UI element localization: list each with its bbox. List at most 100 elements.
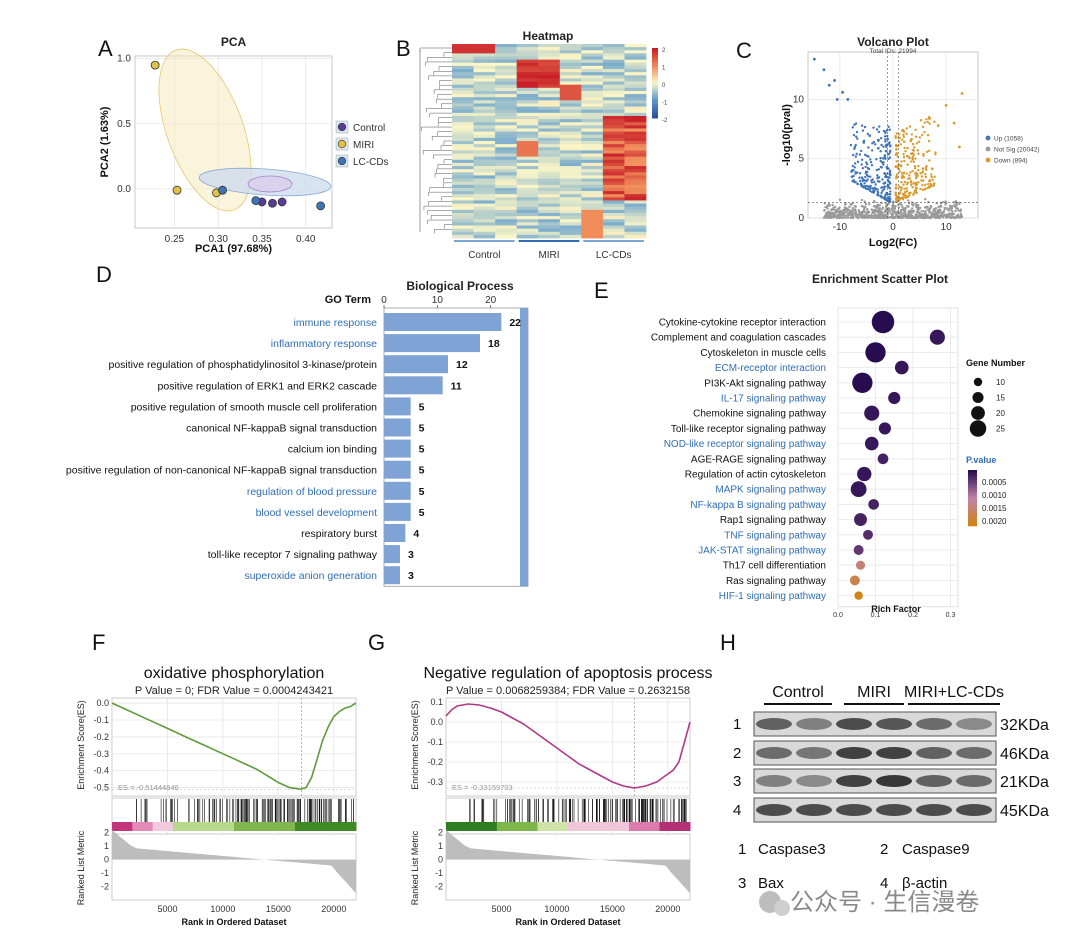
heatmap-cell — [473, 53, 496, 57]
y2-tick-label: -2 — [435, 882, 443, 892]
heatmap-cell — [473, 106, 496, 111]
heatmap-cell — [581, 181, 604, 186]
heatmap-cell — [602, 47, 625, 51]
category-label: calcium ion binding — [288, 444, 377, 456]
volcano-point-down — [908, 177, 912, 180]
pathway-label: ECM-receptor interaction — [715, 363, 826, 374]
volcano-point-notsig — [955, 202, 958, 205]
volcano-point-notsig — [924, 210, 927, 213]
color-legend-label: 0.0020 — [982, 517, 1007, 526]
volcano-point-notsig — [916, 215, 920, 218]
volcano-point-down — [895, 173, 899, 176]
key-name: Bax — [758, 875, 784, 892]
heatmap-cell — [516, 222, 539, 226]
legend-label: Up (1058) — [994, 136, 1023, 143]
heatmap-cell — [538, 178, 561, 183]
volcano-point-up — [864, 175, 867, 179]
volcano-point-notsig — [860, 204, 863, 208]
y-tick-label: 0.0 — [430, 717, 443, 727]
protein-band — [756, 718, 792, 730]
volcano-point-notsig — [951, 209, 954, 213]
heatmap-cell — [516, 59, 539, 64]
enrichment-point — [865, 342, 886, 363]
heatmap-cell — [581, 178, 604, 183]
volcano-point-notsig — [959, 208, 963, 211]
dendrogram-branch — [440, 103, 452, 108]
protein-band — [876, 747, 912, 759]
rank-color-band — [152, 822, 164, 831]
key-number: 4 — [880, 875, 888, 892]
heatmap-cell — [581, 69, 604, 73]
legend-label: MIRI — [353, 140, 374, 151]
volcano-point-down — [906, 146, 909, 150]
heatmap-cell — [452, 228, 474, 233]
control-ellipse — [247, 175, 293, 193]
heatmap-cell — [581, 134, 604, 139]
volcano-point-down — [900, 172, 904, 175]
volcano-point-up — [879, 159, 882, 163]
dendrogram-branch — [436, 168, 452, 173]
heatmap-cell — [495, 231, 518, 236]
colorbar-segment — [652, 85, 658, 89]
heatmap-cell — [602, 181, 625, 186]
volcano-point-down — [905, 132, 908, 136]
volcano-point-down — [934, 151, 937, 154]
pathway-label: AGE-RAGE signaling pathway — [691, 454, 826, 465]
volcano-point-notsig — [872, 211, 876, 214]
volcano-point-notsig — [873, 204, 877, 208]
heatmap-cell — [559, 97, 582, 101]
volcano-point-up — [855, 152, 858, 156]
volcano-point-notsig — [848, 205, 851, 209]
heatmap-cell — [452, 175, 474, 179]
rank-metric-area — [446, 830, 690, 894]
heatmap-cell — [538, 212, 561, 217]
pca-point-control — [268, 198, 277, 208]
bar — [384, 460, 411, 479]
heatmap-cell — [473, 94, 496, 98]
heatmap-cell — [473, 184, 496, 189]
heatmap-cell — [581, 125, 604, 129]
pathway-label: Regulation of actin cytoskeleton — [685, 470, 826, 481]
volcano-point-up — [856, 160, 860, 164]
heatmap-cell — [602, 90, 625, 95]
x-axis-label: Rich Factor — [871, 604, 921, 614]
heatmap-cell — [495, 222, 518, 226]
y-tick-label: -0.3 — [93, 749, 109, 759]
rank-color-band — [173, 822, 184, 831]
volcano-point-notsig — [871, 216, 874, 219]
heatmap-cell — [473, 131, 496, 136]
hit-area — [445, 797, 691, 827]
x-axis-label: PCA1 (97.68%) — [195, 243, 272, 255]
heatmap-cell — [538, 222, 561, 226]
volcano-point-up — [858, 179, 862, 183]
volcano-point-up — [880, 166, 884, 169]
rank-color-band — [507, 822, 518, 831]
y-tick-label: -0.2 — [93, 732, 109, 742]
dendrogram-branch — [439, 84, 452, 90]
heatmap-cell — [516, 69, 539, 73]
volcano-point-notsig — [941, 211, 945, 214]
chart-subtitle: P Value = 0; FDR Value = 0.0004243421 — [135, 685, 333, 697]
y-axis-label: Enrichment Score(ES) — [410, 700, 420, 790]
legend-label: Control — [353, 123, 385, 134]
heatmap-cell — [559, 187, 582, 192]
heatmap-cell — [452, 191, 474, 195]
bar — [384, 439, 411, 458]
heatmap-cell — [516, 150, 539, 154]
volcano-point-notsig — [868, 214, 871, 217]
dendrogram-branch — [427, 57, 452, 62]
heatmap-cell — [473, 216, 496, 220]
heatmap-cell — [473, 153, 496, 158]
volcano-point-down — [904, 149, 907, 153]
pca-point-miri — [150, 60, 160, 70]
volcano-point-down — [919, 187, 922, 191]
category-label: immune response — [294, 317, 378, 329]
heatmap-cell — [602, 84, 625, 89]
volcano-point-up — [849, 143, 853, 147]
legend-marker — [337, 122, 347, 132]
volcano-point-notsig — [833, 208, 837, 212]
heatmap-cell — [516, 219, 539, 223]
heatmap-cell — [538, 206, 561, 211]
heatmap-cell — [624, 137, 647, 142]
